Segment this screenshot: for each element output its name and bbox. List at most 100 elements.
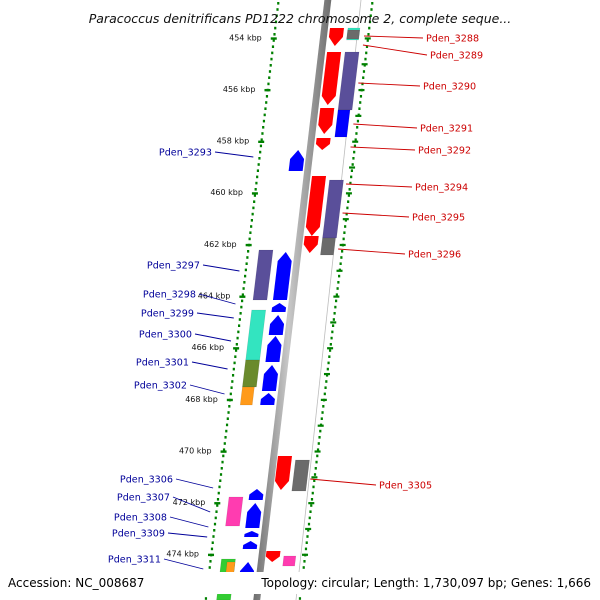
outer-dotted-ring-dot: [359, 95, 363, 98]
outer-dotted-ring-dot: [324, 386, 327, 389]
inner-dotted-ring-dot: [250, 225, 253, 228]
outer-dotted-ring-dot: [335, 293, 338, 296]
forward-cds-arrow: [305, 176, 327, 236]
inner-dotted-ring-dot: [245, 262, 248, 265]
ruler-tick: [258, 140, 265, 143]
inner-dotted-ring-dot: [268, 76, 271, 79]
right-leader-line: [364, 35, 424, 39]
inner-dotted-ring-dot: [273, 33, 276, 36]
right-gene-label: Pden_3292: [418, 146, 471, 157]
inner-dotted-ring-dot: [259, 144, 263, 148]
inner-dotted-ring-dot: [274, 26, 277, 30]
inner-dotted-ring-dot: [244, 268, 247, 272]
accession-text: Accession: NC_008687: [8, 576, 144, 590]
inner-dotted-ring-dot: [235, 343, 238, 346]
right-leader-line: [350, 146, 416, 151]
right-leader-line: [362, 44, 428, 56]
outer-ring-tick: [314, 450, 321, 453]
inner-dotted-ring-dot: [256, 169, 260, 172]
outer-dotted-ring-dot: [320, 417, 323, 420]
left-gene-label: Pden_3298: [143, 290, 196, 301]
reverse-cds-arrow: [288, 150, 305, 171]
reverse-cds-arrow: [272, 252, 292, 300]
reverse-cds-arrow: [265, 336, 282, 362]
right-leader-line: [310, 478, 377, 486]
inner-dotted-ring-dot: [275, 14, 278, 17]
outer-ring-tick: [311, 476, 318, 479]
outer-dotted-ring-dot: [344, 225, 347, 228]
inner-dotted-ring-dot: [260, 138, 263, 141]
forward-cds-arrow: [328, 28, 344, 46]
outer-dotted-ring-dot: [367, 33, 370, 36]
left-leader-line: [189, 384, 225, 395]
outer-dotted-ring-dot: [325, 374, 329, 377]
outer-ring-tick: [345, 192, 352, 195]
inner-dotted-ring-dot: [231, 374, 235, 377]
reverse-cds-arrow: [260, 393, 275, 405]
outer-dotted-ring-dot: [362, 70, 366, 73]
inner-dotted-ring-dot: [225, 423, 229, 427]
inner-dotted-ring-dot: [255, 181, 258, 185]
reverse-cds-arrow: [248, 489, 264, 500]
outer-dotted-ring-dot: [341, 250, 344, 253]
cog-block: [291, 459, 310, 492]
outer-dotted-ring-dot: [331, 330, 334, 334]
outer-dotted-ring-dot: [349, 181, 352, 185]
outer-dotted-ring-dot: [345, 212, 348, 216]
inner-dotted-ring-dot: [254, 188, 257, 191]
outer-dotted-ring-dot: [328, 355, 331, 358]
inner-dotted-ring-dot: [213, 529, 216, 532]
outer-dotted-ring-dot: [346, 206, 349, 210]
forward-cds-arrow: [318, 108, 335, 134]
outer-dotted-ring-dot: [310, 504, 313, 507]
outer-dotted-ring-dot: [325, 380, 328, 383]
inner-dotted-ring-dot: [276, 8, 279, 11]
cog-block: [337, 51, 360, 111]
outer-dotted-ring-dot: [361, 82, 364, 86]
left-leader-line: [214, 151, 254, 158]
forward-cds-arrow: [315, 138, 331, 150]
cog-block: [322, 179, 344, 239]
inner-dotted-ring-dot: [220, 467, 223, 470]
reverse-cds-arrow: [244, 531, 259, 537]
outer-dotted-ring-dot: [371, 2, 374, 5]
cog-block: [334, 109, 351, 138]
inner-dotted-ring-dot: [208, 566, 211, 569]
outer-dotted-ring-dot: [316, 448, 320, 451]
ruler-tick: [214, 502, 221, 505]
inner-dotted-ring-dot: [243, 281, 246, 284]
inner-dotted-ring-dot: [251, 212, 254, 216]
inner-dotted-ring: [204, 2, 280, 600]
outer-dotted-ring-dot: [332, 318, 335, 321]
outer-dotted-ring-dot: [302, 566, 305, 569]
outer-dotted-ring-dot: [344, 219, 347, 222]
left-gene-label: Pden_3297: [147, 261, 200, 272]
left-leader-line: [175, 478, 214, 489]
inner-dotted-ring-dot: [216, 504, 219, 507]
inner-dotted-ring-dot: [272, 39, 275, 42]
inner-dotted-ring-dot: [224, 436, 227, 439]
outer-dotted-ring-dot: [305, 541, 308, 544]
outer-dotted-ring-dot: [366, 39, 369, 42]
outer-dotted-ring-dot: [368, 20, 372, 24]
inner-dotted-ring-dot: [214, 516, 217, 520]
backbone: [253, 0, 332, 600]
left-leader-line: [172, 496, 211, 513]
inner-dotted-ring-dot: [212, 535, 215, 538]
outer-dotted-ring-dot: [303, 560, 306, 563]
outer-dotted-ring-dot: [310, 498, 314, 501]
right-leader-line: [358, 82, 421, 87]
outer-dotted-ring-dot: [315, 460, 318, 464]
inner-dotted-ring-dot: [218, 485, 221, 489]
outer-dotted-ring-dot: [340, 256, 343, 259]
reverse-cds-arrow: [261, 365, 278, 391]
inner-dotted-ring-dot: [231, 380, 234, 383]
inner-dotted-ring-dot: [236, 336, 239, 340]
outer-dotted-ring-dot: [359, 101, 362, 104]
outer-dotted-ring-dot: [333, 312, 336, 315]
inner-dotted-ring-dot: [226, 417, 229, 420]
outer-dotted-ring-dot: [353, 150, 356, 154]
ruler-tick-label: 474 kbp: [166, 550, 199, 559]
inner-dotted-ring-dot: [271, 45, 275, 48]
